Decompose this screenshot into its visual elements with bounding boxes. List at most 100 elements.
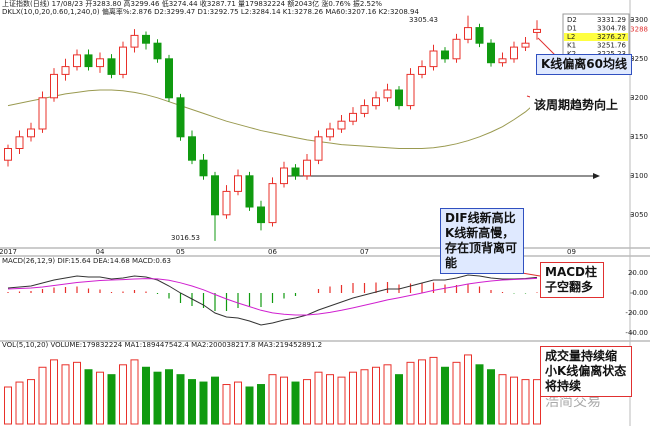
volume-bar <box>73 361 81 425</box>
volume-bar <box>314 371 323 425</box>
volume-bar <box>38 366 47 425</box>
volume-bar <box>61 364 70 425</box>
volume-bar <box>464 354 472 425</box>
volume-bar <box>188 379 196 425</box>
chart-subtitle: DKLX(10,0,20,0.60,1,240,0) 偏离率%:2.876 D2… <box>2 7 419 16</box>
low-label: 3016.53 <box>171 234 200 242</box>
volume-bar <box>418 359 426 425</box>
candle-body <box>107 58 116 75</box>
annotation: MACD柱子空翻多 <box>540 262 604 298</box>
candle-body <box>395 89 403 107</box>
ma-line <box>7 89 538 149</box>
volume-bar <box>533 379 541 425</box>
candle-body <box>50 73 58 99</box>
level-value: 3276.27 <box>597 33 626 41</box>
y-tick-label: 0.00 <box>632 289 648 297</box>
candle-body <box>119 46 127 75</box>
y-tick-label: 3300 <box>630 16 648 24</box>
volume-bar <box>50 359 58 425</box>
volume-bar <box>268 374 277 425</box>
candle-body <box>280 167 288 185</box>
chart-title: 上证指数(日线) 17/08/23 开3283.80 高3299.46 低327… <box>2 0 382 8</box>
candle-body <box>142 34 150 44</box>
candle-body <box>199 159 208 177</box>
volume-bar <box>291 381 300 425</box>
volume-bar <box>383 364 392 425</box>
annotation: K线偏离60均线 <box>536 54 632 75</box>
candle-body <box>521 42 530 48</box>
candle-body <box>429 50 438 68</box>
last-price-label: 3288 <box>630 25 648 33</box>
candle-body <box>406 73 415 107</box>
y-tick-label: 3250 <box>630 55 648 63</box>
candle-body <box>533 28 541 33</box>
volume-bar <box>349 371 357 425</box>
macd-title: MACD(26,12,9) DIF:15.64 DEA:14.68 MACD:0… <box>2 257 171 265</box>
volume-bar <box>211 376 219 425</box>
volume-bar <box>372 366 380 425</box>
volume-bar <box>153 371 162 425</box>
candle-body <box>475 27 484 44</box>
high-label: 3305.43 <box>409 16 438 24</box>
level-value: 3304.78 <box>597 25 626 33</box>
candle-body <box>27 128 35 138</box>
x-tick-label: 2017 <box>0 248 17 256</box>
candle-body <box>383 89 392 99</box>
volume-bar <box>130 359 139 425</box>
volume-bar <box>429 356 438 425</box>
volume-bar <box>475 364 484 425</box>
y-tick-label: 3050 <box>630 211 648 219</box>
level-name: L2 <box>567 33 575 41</box>
volume-bar <box>326 374 334 425</box>
x-tick-label: 04 <box>96 248 105 256</box>
y-tick-label: 3100 <box>630 172 648 180</box>
volume-bar <box>441 366 449 425</box>
volume-bar <box>337 376 346 425</box>
x-tick-label: 09 <box>567 248 576 256</box>
candle-body <box>418 66 426 75</box>
annotation: 该周期趋势向上 <box>530 96 623 115</box>
candle-body <box>38 97 47 130</box>
volume-bar <box>234 381 242 425</box>
volume-bar <box>107 374 116 425</box>
volume-bar <box>142 366 150 425</box>
candle-body <box>96 58 104 68</box>
volume-bar <box>165 369 173 425</box>
volume-bar <box>360 369 369 425</box>
volume-bar <box>96 371 104 425</box>
watermark: 浩简交易 <box>545 393 601 410</box>
y-tick-label: -20.00 <box>625 309 648 317</box>
candle-body <box>73 54 81 68</box>
candle-body <box>84 54 93 68</box>
candle-body <box>452 38 461 60</box>
candle-body <box>15 136 24 150</box>
level-value: 3251.76 <box>597 42 626 50</box>
candle-body <box>188 136 196 161</box>
candle-body <box>176 97 185 138</box>
candle-body <box>441 50 449 60</box>
x-tick-label: 05 <box>176 248 185 256</box>
candle-body <box>61 66 70 75</box>
volume-bar <box>245 386 254 425</box>
x-tick-label: 06 <box>268 248 277 256</box>
level-name: D1 <box>567 25 577 33</box>
volume-bar <box>510 376 518 425</box>
candle-body <box>4 148 12 161</box>
x-tick-label: 07 <box>360 248 369 256</box>
candle-body <box>314 136 323 161</box>
volume-bar <box>280 376 288 425</box>
candle-body <box>165 58 173 99</box>
volume-bar <box>84 369 93 425</box>
y-tick-label: 3150 <box>630 133 648 141</box>
candle-body <box>211 175 219 216</box>
y-tick-label: 3200 <box>630 94 648 102</box>
candle-body <box>291 167 300 177</box>
candle-body <box>257 206 265 224</box>
level-name: D2 <box>567 16 577 24</box>
candle-body <box>153 42 162 60</box>
level-name: K1 <box>567 42 576 50</box>
volume-bar <box>487 369 495 425</box>
volume-bar <box>119 364 127 425</box>
annotation: DIF线新高比K线新高慢，存在顶背离可能 <box>440 208 524 274</box>
